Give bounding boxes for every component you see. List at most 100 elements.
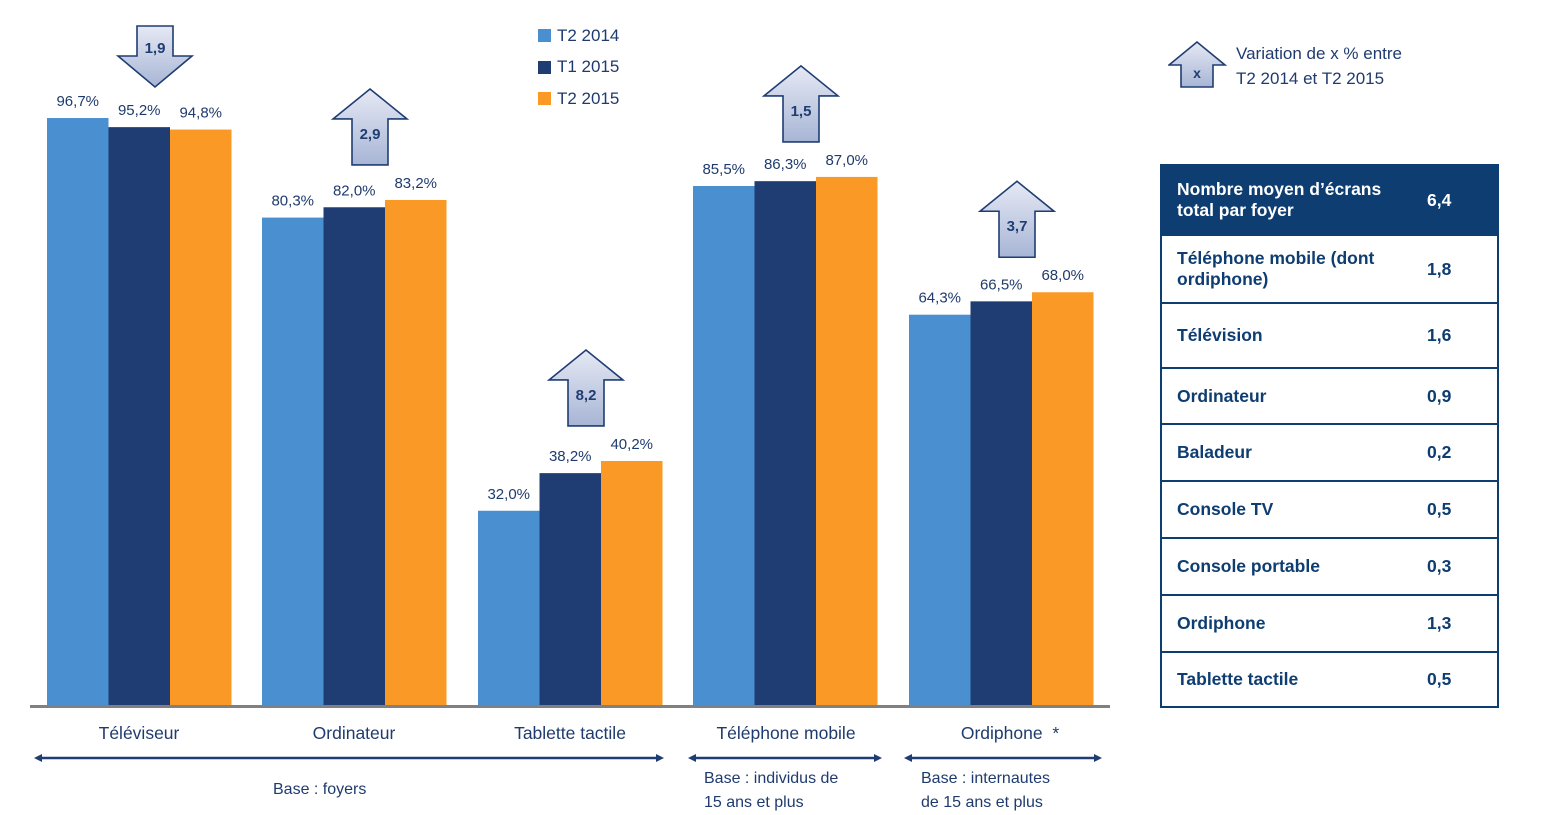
bar-value-label: 87,0% [825, 152, 868, 169]
bar-value-label: 94,8% [179, 105, 222, 122]
table-cell-label: Ordiphone [1161, 594, 1427, 652]
table-header-line: total par foyer [1177, 200, 1294, 220]
table-cell-value: 1,6 [1427, 302, 1498, 368]
bar-value-label: 82,0% [333, 182, 376, 199]
variation-legend-symbol: x [1193, 65, 1201, 81]
up-arrow-icon: 1,5 [761, 64, 841, 143]
up-arrow-icon: 3,7 [977, 180, 1057, 259]
bar-value-label: 40,2% [610, 436, 653, 453]
base-label-line: 15 ans et plus [704, 794, 804, 811]
legend-item: T1 2015 [538, 52, 619, 84]
legend-label: T2 2015 [557, 88, 620, 108]
table-cell-line: ordiphone) [1177, 269, 1269, 289]
table-cell-value: 1,8 [1427, 234, 1498, 303]
bar [108, 127, 170, 706]
variation-legend-line: T2 2014 et T2 2015 [1236, 69, 1385, 88]
bar [970, 301, 1032, 705]
legend-swatch [538, 92, 551, 106]
table-header-label: Nombre moyen d’écrans total par foyer [1161, 165, 1427, 235]
variation-value-label: 2,9 [360, 126, 381, 143]
table-cell-label: Télévision [1161, 302, 1427, 368]
variation-value-label: 1,9 [145, 40, 166, 57]
bar [1032, 292, 1094, 705]
up-arrow-icon: 8,2 [546, 348, 626, 427]
bar-value-label: 86,3% [764, 156, 807, 173]
table-cell-value: 0,5 [1427, 480, 1498, 538]
bar-value-label: 85,5% [702, 161, 745, 178]
table-cell-label: Console TV [1161, 480, 1427, 538]
up-arrow-icon: 2,9 [330, 87, 410, 166]
table-cell-label: Console portable [1161, 537, 1427, 595]
base-label-individus: Base : individus de 15 ans et plus [704, 767, 838, 815]
bar-value-label: 80,3% [271, 193, 314, 210]
variation-legend-line: Variation de x % entre [1236, 44, 1402, 63]
table-cell-value: 0,3 [1427, 537, 1498, 595]
table-row: Baladeur 0,2 [1161, 423, 1498, 481]
legend-item: T2 2015 [538, 83, 619, 115]
variation-value-label: 1,5 [791, 103, 812, 120]
table-cell-label: Ordinateur [1161, 367, 1427, 424]
base-label-foyers: Base : foyers [273, 781, 367, 798]
bar-value-label: 38,2% [549, 448, 592, 465]
table-row: Console TV 0,5 [1161, 480, 1498, 538]
bar [170, 129, 232, 706]
category-label: Ordiphone * [960, 723, 1060, 743]
bar [539, 473, 601, 705]
table-row: Tablette tactile 0,5 [1161, 651, 1498, 707]
up-arrow-icon: x [1166, 40, 1228, 88]
screens-per-household-table: Nombre moyen d’écrans total par foyer 6,4… [1160, 164, 1499, 708]
bar [601, 460, 663, 705]
bar-value-label: 64,3% [918, 290, 961, 307]
table-cell-label: Téléphone mobile (dont ordiphone) [1161, 234, 1427, 303]
variation-legend-text: Variation de x % entre T2 2014 et T2 201… [1236, 41, 1402, 91]
bar [693, 186, 755, 705]
table-cell-line: Téléphone mobile (dont [1177, 248, 1375, 268]
table-cell-value: 1,3 [1427, 594, 1498, 652]
table-cell-value: 0,2 [1427, 423, 1498, 481]
bar [909, 314, 971, 705]
bar [478, 510, 540, 705]
legend-label: T2 2014 [557, 25, 620, 45]
bar-value-label: 66,5% [980, 276, 1023, 293]
table-row: Ordinateur 0,9 [1161, 367, 1498, 424]
table-row: Télévision 1,6 [1161, 302, 1498, 368]
legend: T2 2014 T1 2015 T2 2015 [538, 20, 619, 115]
bar-value-label: 32,0% [487, 486, 530, 503]
bar-value-label: 68,0% [1041, 267, 1084, 284]
table-row: Console portable 0,3 [1161, 537, 1498, 595]
table-header-row: Nombre moyen d’écrans total par foyer 6,4 [1161, 165, 1498, 235]
variation-value-label: 8,2 [576, 387, 597, 404]
category-label: Tablette tactile [514, 723, 626, 743]
table-cell-value: 0,5 [1427, 651, 1498, 707]
bar [754, 181, 816, 705]
table-cell-label: Baladeur [1161, 423, 1427, 481]
bar [816, 176, 878, 705]
legend-swatch [538, 60, 551, 74]
variation-value-label: 3,7 [1007, 218, 1028, 235]
table-row: Téléphone mobile (dont ordiphone) 1,8 [1161, 234, 1498, 303]
bar [323, 207, 385, 705]
base-label-internautes: Base : internautes de 15 ans et plus [921, 767, 1050, 815]
bar-value-label: 83,2% [394, 175, 437, 192]
base-label-line: de 15 ans et plus [921, 794, 1043, 811]
category-label: Ordinateur [312, 723, 396, 743]
table-cell-label: Tablette tactile [1161, 651, 1427, 707]
legend-item: T2 2014 [538, 20, 619, 52]
category-label: Téléphone mobile [716, 723, 856, 743]
table-header-line: Nombre moyen d’écrans [1177, 179, 1382, 199]
variation-legend: x Variation de x % entre T2 2014 et T2 2… [1166, 40, 1402, 95]
bar-value-label: 96,7% [56, 93, 99, 110]
bar [385, 199, 447, 705]
down-arrow-icon: 1,9 [115, 25, 195, 89]
bar [262, 217, 324, 706]
base-label-line: Base : internautes [921, 770, 1050, 787]
legend-label: T1 2015 [557, 57, 620, 77]
table-row: Ordiphone 1,3 [1161, 594, 1498, 652]
legend-swatch [538, 29, 551, 43]
base-label-line: Base : individus de [704, 770, 839, 787]
table-header-value: 6,4 [1427, 165, 1498, 235]
category-label: Téléviseur [98, 723, 180, 743]
bar [47, 118, 109, 705]
bar-value-label: 95,2% [118, 102, 161, 119]
